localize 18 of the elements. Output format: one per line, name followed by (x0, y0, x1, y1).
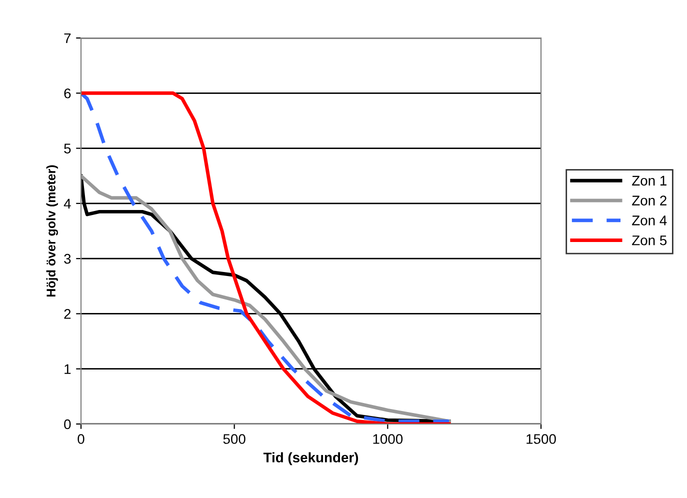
x-tick-label: 1500 (526, 434, 556, 444)
y-tick-label: 5 (64, 144, 71, 154)
x-tick-label: 500 (223, 434, 246, 444)
legend-label: Zon 2 (632, 196, 666, 206)
legend-label: Zon 4 (632, 216, 667, 226)
y-tick-label: 2 (64, 309, 71, 319)
y-axis-title: Höjd över golv (meter) (46, 165, 58, 296)
x-tick-label: 0 (78, 434, 84, 444)
x-axis-title: Tid (sekunder) (263, 452, 358, 466)
y-tick-label: 3 (64, 254, 71, 264)
y-tick-label: 4 (64, 198, 71, 208)
y-tick-label: 0 (64, 419, 71, 430)
y-tick-label: 6 (64, 88, 71, 98)
y-tick-label: 7 (64, 33, 71, 44)
legend-label: Zon 5 (632, 236, 667, 246)
y-tick-label: 1 (64, 364, 71, 374)
legend-label: Zon 1 (632, 176, 666, 186)
x-tick-label: 1000 (373, 434, 403, 444)
